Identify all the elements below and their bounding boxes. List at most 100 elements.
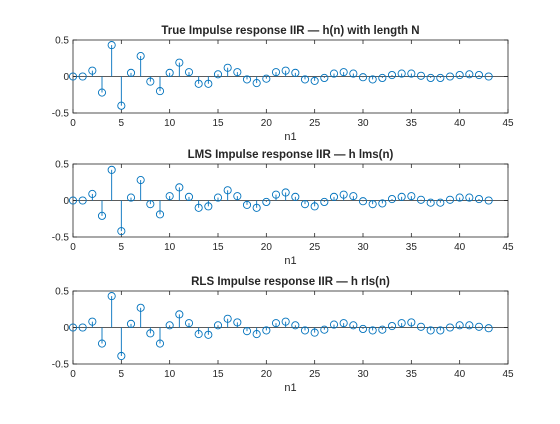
stem-marker (339, 190, 348, 199)
stem-marker (455, 70, 464, 80)
subplot-title: True Impulse response IIR — h(n) with le… (161, 25, 419, 37)
stem-marker (320, 73, 329, 83)
stem-marker (165, 68, 174, 77)
stem-marker (136, 303, 145, 312)
stem-marker (465, 70, 474, 79)
x-tick-label: 15 (212, 118, 224, 129)
stem-marker (107, 41, 116, 50)
stem-marker (368, 75, 377, 84)
stem-marker (175, 58, 184, 67)
x-tick-label: 25 (309, 118, 321, 129)
stem-marker (242, 327, 252, 336)
stem-marker (204, 330, 213, 339)
stem-marker (117, 101, 126, 110)
stem-marker (252, 79, 261, 88)
y-tick-label: -0.5 (52, 360, 70, 371)
stem-marker (155, 339, 165, 348)
stem-marker (445, 323, 455, 332)
x-tick-label: 10 (164, 369, 176, 380)
stem-marker (300, 200, 310, 209)
stem-marker (97, 88, 107, 97)
stem-marker (281, 66, 290, 75)
stem-marker (416, 195, 426, 204)
stem-marker (97, 211, 107, 220)
stem-marker (445, 72, 455, 81)
stem-marker (320, 197, 329, 207)
stem-marker (68, 72, 78, 81)
stem-marker (213, 321, 223, 330)
stem-marker (407, 192, 416, 201)
x-tick-label: 15 (212, 242, 224, 253)
stem-marker (262, 326, 271, 335)
x-tick-label: 35 (406, 369, 418, 380)
stem-marker (416, 71, 426, 80)
stem-marker (107, 165, 116, 174)
stem-marker (474, 70, 484, 80)
stem-marker (78, 196, 87, 205)
stem-marker (407, 318, 416, 327)
stem-marker (97, 339, 107, 348)
stem-marker (68, 323, 78, 332)
stem-marker (387, 194, 397, 204)
stem-marker (310, 328, 319, 337)
x-tick-label: 10 (164, 242, 176, 253)
stem-marker (465, 193, 474, 202)
x-axis-label: n1 (284, 382, 296, 394)
stem-marker (146, 329, 155, 338)
stem-marker (407, 69, 416, 78)
x-tick-label: 25 (309, 242, 321, 253)
y-tick-label: 0 (63, 323, 69, 334)
stem-marker (107, 292, 116, 301)
stem-marker (484, 72, 493, 81)
stem-marker (194, 79, 203, 88)
y-tick-label: 0.5 (55, 36, 69, 47)
stem-marker (233, 192, 242, 201)
stem-marker (474, 322, 484, 331)
stem-marker (445, 195, 455, 204)
stem-marker (242, 75, 252, 84)
stem-marker (126, 68, 136, 77)
stem-marker (184, 192, 194, 201)
stem-marker (484, 196, 493, 205)
stem-marker (416, 322, 426, 331)
x-tick-label: 45 (502, 369, 514, 380)
stem-marker (175, 310, 184, 319)
stem-marker (426, 73, 435, 83)
stem-marker (378, 325, 387, 334)
stem-marker (126, 193, 136, 202)
stem-marker (378, 73, 387, 83)
stem-marker (291, 321, 300, 330)
stem-marker (378, 199, 387, 208)
stem-marker (223, 63, 232, 72)
stem-marker (223, 186, 232, 195)
stem-marker (387, 321, 397, 331)
stem-marker (358, 73, 368, 82)
stem-marker (136, 176, 145, 185)
stem-marker (320, 325, 329, 334)
stem-marker (397, 69, 406, 78)
y-tick-label: 0 (63, 72, 69, 83)
stem-marker (223, 314, 232, 323)
stem-marker (300, 75, 310, 84)
y-tick-label: 0 (63, 196, 69, 207)
x-tick-label: 30 (357, 369, 369, 380)
stem-marker (426, 198, 435, 207)
stem-marker (281, 188, 290, 197)
stem-marker (329, 192, 339, 201)
stem-marker (310, 202, 319, 211)
stem-marker (436, 326, 445, 335)
stem-marker (329, 69, 339, 78)
y-tick-label: 0.5 (55, 287, 69, 298)
stem-marker (271, 319, 281, 328)
x-tick-label: 0 (70, 118, 76, 129)
stem-marker (165, 321, 174, 330)
y-tick-label: -0.5 (52, 233, 70, 244)
stem-marker (426, 326, 435, 335)
stem-marker (262, 74, 271, 83)
stem-marker (146, 200, 155, 209)
stem-marker (484, 324, 493, 333)
